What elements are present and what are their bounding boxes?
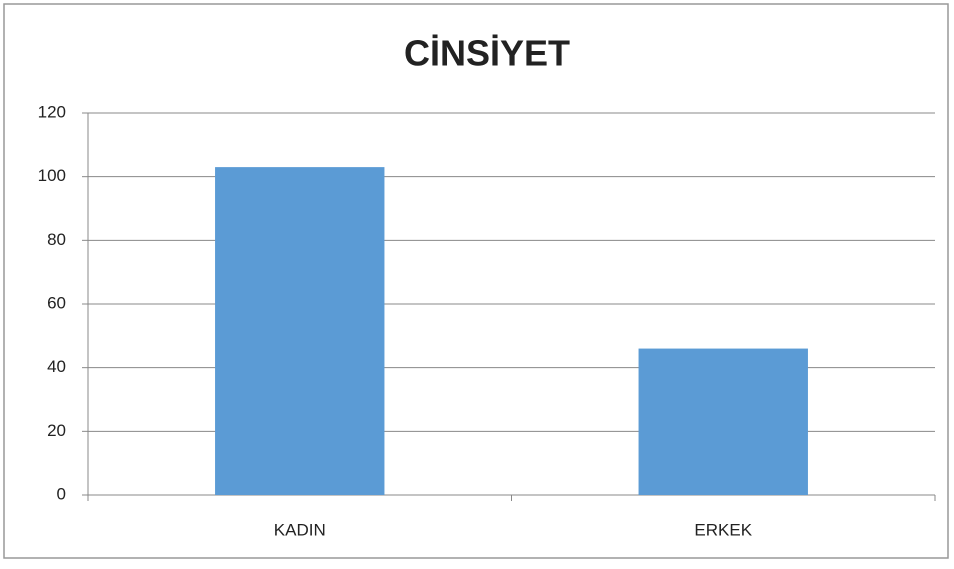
chart-title: CİNSİYET xyxy=(404,33,570,74)
bar xyxy=(638,348,808,495)
y-tick-label: 100 xyxy=(38,166,66,185)
y-tick-label: 80 xyxy=(47,230,66,249)
bar xyxy=(215,167,385,495)
y-tick-label: 40 xyxy=(47,357,66,376)
y-tick-label: 120 xyxy=(38,102,66,121)
x-tick-label: KADIN xyxy=(274,520,326,539)
x-tick-label: ERKEK xyxy=(694,520,752,539)
y-tick-label: 20 xyxy=(47,421,66,440)
y-tick-label: 0 xyxy=(57,484,66,503)
y-tick-label: 60 xyxy=(47,293,66,312)
